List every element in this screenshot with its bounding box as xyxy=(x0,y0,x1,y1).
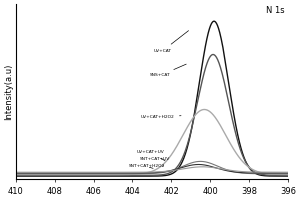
Text: UV+CAT: UV+CAT xyxy=(154,31,188,53)
Text: N 1s: N 1s xyxy=(266,6,285,15)
Text: UV+CAT+UV: UV+CAT+UV xyxy=(136,150,165,161)
Y-axis label: Intensity(a.u): Intensity(a.u) xyxy=(4,63,13,120)
Text: SNT+CAT+UV: SNT+CAT+UV xyxy=(140,157,170,166)
Text: UV+CAT+H2O2: UV+CAT+H2O2 xyxy=(140,115,181,119)
Text: SNS+CAT: SNS+CAT xyxy=(150,64,186,77)
Text: SNT+CAT+H2O2: SNT+CAT+H2O2 xyxy=(129,164,165,168)
